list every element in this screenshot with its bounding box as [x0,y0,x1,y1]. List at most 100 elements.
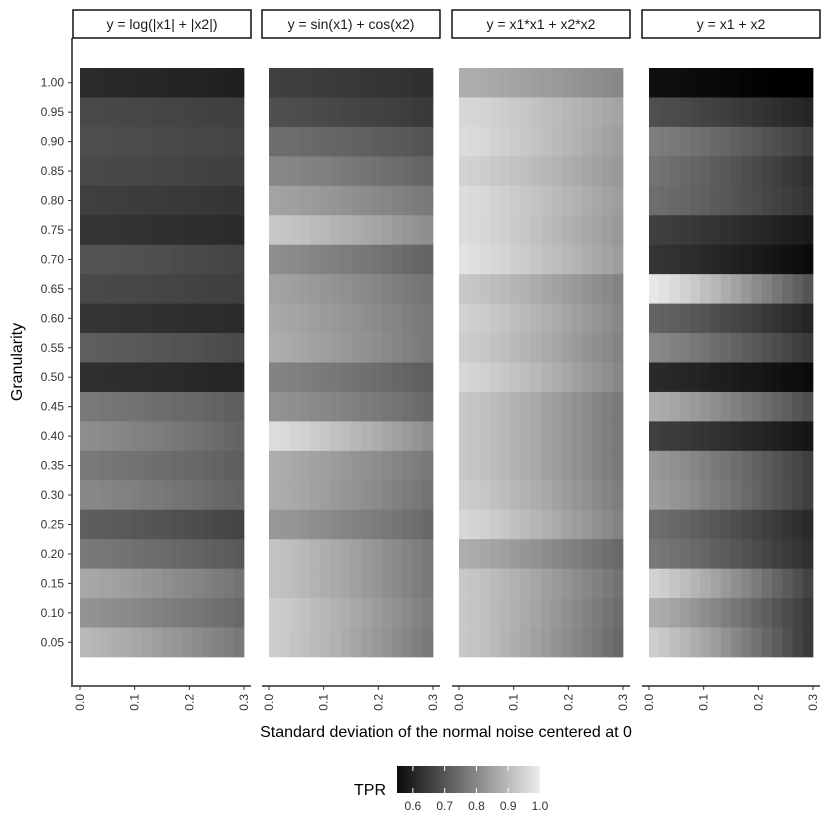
heatmap-cell [100,539,112,569]
heatmap-cell [223,480,235,511]
heatmap-cell [700,509,711,540]
heatmap-cell [203,480,214,511]
heatmap-cell [223,126,235,157]
heatmap-cell [592,303,603,334]
heatmap-cell [172,568,183,599]
legend: TPR 0.6 0.7 0.8 0.9 1.0 [354,766,549,813]
heatmap-cell [100,97,112,128]
heatmap-cell [469,598,480,628]
heatmap-cell [131,303,142,334]
y-tick-label: 0.95 [41,105,65,119]
heatmap-cell [551,421,562,452]
heatmap-cell [679,126,691,157]
y-tick-label: 0.15 [41,576,65,590]
heatmap-cell [469,303,480,334]
heatmap-cell [299,185,311,216]
facet-strips: y = log(|x1| + |x2|) y = sin(x1) + cos(x2… [72,9,821,39]
heatmap-cell [761,421,773,452]
heatmap-cell [541,480,552,511]
heatmap-cell [392,97,403,128]
heatmap-cell [279,568,290,599]
heatmap-cell [381,156,393,187]
heatmap-cell [121,126,132,157]
heatmap-cell [500,126,511,157]
heatmap-cell [530,97,542,128]
heatmap-cell [761,598,773,628]
heatmap-cell [469,450,480,481]
heatmap-cell [602,539,614,569]
heatmap-cell [679,244,691,275]
heatmap-cell [720,126,732,157]
heatmap-cell [669,509,681,540]
heatmap-cell [162,274,173,304]
heatmap-cell [330,215,342,246]
heatmap-cell [489,480,501,511]
heatmap-cell [571,244,583,275]
heatmap-cell [310,568,321,599]
heatmap-cell [269,68,280,98]
heatmap-cell [551,97,562,128]
heatmap-cell [299,362,311,393]
heatmap-cell [772,391,783,422]
heatmap-cell [412,568,424,599]
heatmap-cell [223,333,235,363]
heatmap-cell [659,509,670,540]
x-tick-label: 0.2 [371,694,385,711]
heatmap-cell [782,568,793,599]
facet-strip [72,9,252,39]
heatmap-cell [489,97,501,128]
heatmap-cell [500,215,511,246]
heatmap-cell [679,156,691,187]
heatmap-cell [402,97,413,128]
heatmap-cell [489,391,501,422]
heatmap-cell [182,333,194,363]
heatmap-cell [792,391,804,422]
heatmap-cell [162,568,173,599]
heatmap-cell [700,480,711,511]
heatmap-cell [561,480,573,511]
heatmap-cell [530,274,542,304]
heatmap-cell [213,568,224,599]
heatmap-cell [720,421,732,452]
heatmap-cell [213,509,224,540]
heatmap-cell [530,421,542,452]
heatmap-cell [520,450,532,481]
heatmap-cell [772,303,783,334]
x-tick-label: 0.0 [452,694,466,711]
heatmap-cell [520,598,532,628]
heatmap-cell [792,97,804,128]
heatmap-cell [141,391,153,422]
heatmap-cell [320,539,331,569]
heatmap-cell [690,509,701,540]
heatmap-cell [289,627,301,658]
heatmap-cell [110,244,122,275]
heatmap-cell [412,598,424,628]
heatmap-cell [351,244,362,275]
heatmap-cell [351,185,362,216]
heatmap-cell [782,539,793,569]
heatmap-cell [233,333,245,363]
heatmap-cell [131,568,142,599]
heatmap-cell [279,244,290,275]
heatmap-cell [320,126,331,157]
heatmap-cell [592,333,603,363]
heatmap-cell [361,185,372,216]
heatmap-cell [700,97,711,128]
heatmap-cell [500,568,511,599]
heatmap-cell [162,509,173,540]
heatmap-cell [669,185,681,216]
heatmap-cell [761,156,773,187]
heatmap-cell [90,97,101,128]
heatmap-cell [792,509,804,540]
heatmap-cell [802,627,814,658]
heatmap-cell [612,244,624,275]
heatmap-cell [541,97,552,128]
heatmap-cell [649,215,660,246]
heatmap-cell [551,480,562,511]
heatmap-cell [310,68,321,98]
heatmap-cell [203,362,214,393]
heatmap-cell [459,244,470,275]
heatmap-cell [612,333,624,363]
heatmap-cell [649,274,660,304]
heatmap-cell [530,598,542,628]
